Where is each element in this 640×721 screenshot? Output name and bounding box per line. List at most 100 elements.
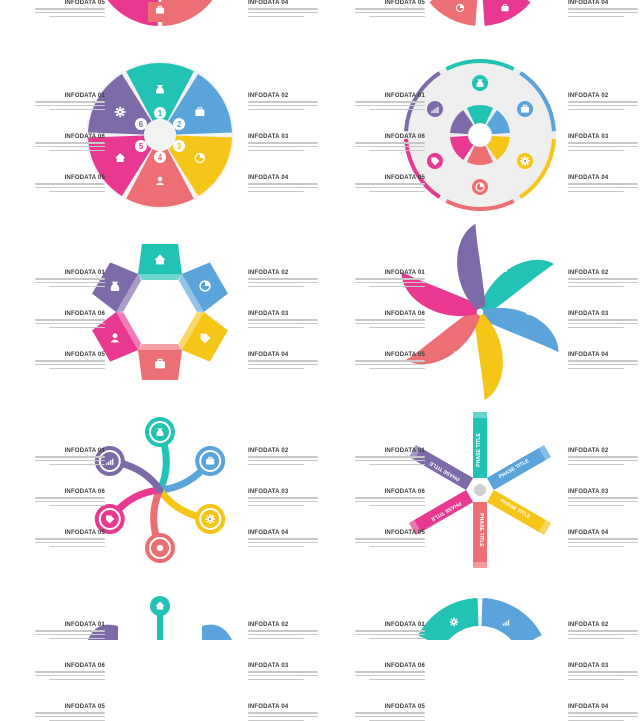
- diagram-hexagon-prisms: [92, 244, 228, 380]
- info-block: INFODATA 05: [355, 530, 425, 548]
- placeholder-text-line: [248, 456, 318, 458]
- diagram-top-right: [429, 0, 531, 26]
- placeholder-text-line: [35, 671, 105, 673]
- placeholder-text-line: [49, 545, 105, 548]
- placeholder-text-line: [35, 319, 105, 321]
- placeholder-text-line: [248, 500, 318, 503]
- placeholder-text-line: [49, 190, 105, 193]
- placeholder-text-line: [568, 463, 624, 466]
- placeholder-text-line: [568, 500, 638, 503]
- placeholder-text-line: [248, 541, 318, 544]
- info-heading: INFODATA 02: [248, 93, 289, 99]
- placeholder-text-line: [35, 459, 105, 462]
- placeholder-text-line: [35, 104, 105, 107]
- info-heading: INFODATA 04: [248, 530, 289, 536]
- placeholder-text-line: [49, 15, 105, 18]
- placeholder-text-line: [248, 11, 318, 14]
- placeholder-text-line: [35, 538, 105, 540]
- info-block: INFODATA 04: [568, 704, 638, 721]
- info-heading: INFODATA 04: [568, 530, 609, 536]
- pie-chart-icon: [475, 182, 485, 192]
- coins-icon: [156, 544, 164, 552]
- money-bag-icon: [156, 428, 164, 437]
- info-heading: INFODATA 02: [568, 622, 609, 628]
- placeholder-text-line: [355, 142, 425, 144]
- info-heading: INFODATA 03: [248, 489, 289, 495]
- placeholder-text-line: [355, 360, 425, 362]
- info-block: INFODATA 02: [568, 448, 638, 466]
- placeholder-text-line: [35, 633, 105, 636]
- placeholder-text-line: [568, 8, 638, 10]
- placeholder-text-line: [248, 712, 318, 714]
- placeholder-text-line: [369, 15, 425, 18]
- number-badge: [134, 140, 147, 152]
- placeholder-text-line: [49, 149, 105, 152]
- info-heading: INFODATA 04: [248, 175, 289, 181]
- placeholder-text-line: [49, 463, 105, 466]
- info-block: INFODATA 01: [35, 93, 105, 111]
- placeholder-text-line: [248, 322, 318, 325]
- user-icon: [426, 309, 435, 318]
- info-block: INFODATA 05: [35, 530, 105, 548]
- money-bag-icon: [110, 281, 120, 291]
- placeholder-text-line: [355, 101, 425, 103]
- placeholder-text-line: [248, 326, 304, 329]
- phase-stick: PHASE TITLE: [473, 502, 487, 568]
- placeholder-text-line: [248, 104, 318, 107]
- pie-chart-icon: [194, 152, 205, 164]
- placeholder-text-line: [35, 183, 105, 185]
- placeholder-text-line: [369, 367, 425, 370]
- placeholder-text-line: [35, 630, 105, 632]
- placeholder-text-line: [49, 326, 105, 329]
- info-heading: INFODATA 05: [384, 530, 425, 536]
- info-block: INFODATA 01: [355, 448, 425, 466]
- placeholder-text-line: [355, 500, 425, 503]
- info-block: INFODATA 04: [568, 352, 638, 370]
- placeholder-text-line: [355, 538, 425, 540]
- money-bag-icon: [476, 79, 484, 88]
- placeholder-text-line: [568, 497, 638, 499]
- placeholder-text-line: [369, 637, 425, 640]
- placeholder-text-line: [355, 633, 425, 636]
- placeholder-text-line: [568, 15, 624, 18]
- placeholder-text-line: [248, 15, 304, 18]
- placeholder-text-line: [568, 190, 624, 193]
- placeholder-text-line: [568, 319, 638, 321]
- infographic-sheet: 1 2 3 4 5 6 PHASE TITLE PHASE TITLE PHASE TITLE P…: [35, 0, 638, 721]
- placeholder-text-line: [248, 319, 318, 321]
- placeholder-text-line: [568, 285, 624, 288]
- placeholder-text-line: [35, 674, 105, 677]
- placeholder-text-line: [568, 633, 638, 636]
- briefcase-icon: [155, 358, 165, 369]
- gear-icon: [520, 156, 530, 166]
- user-icon: [156, 176, 164, 185]
- info-heading: INFODATA 06: [384, 134, 425, 140]
- placeholder-text-line: [568, 674, 638, 677]
- info-block: INFODATA 04: [248, 0, 318, 18]
- user-icon: [502, 350, 511, 359]
- info-heading: INFODATA 02: [248, 622, 289, 628]
- info-block: INFODATA 01: [355, 270, 425, 288]
- info-block: INFODATA 02: [568, 93, 638, 111]
- placeholder-text-line: [355, 183, 425, 185]
- placeholder-text-line: [248, 145, 318, 148]
- number-label: 5: [139, 142, 144, 151]
- info-block: INFODATA 05: [355, 175, 425, 193]
- info-heading: INFODATA 03: [568, 663, 609, 669]
- placeholder-text-line: [248, 186, 318, 189]
- gear-icon: [449, 617, 459, 627]
- info-heading: INFODATA 03: [248, 663, 289, 669]
- placeholder-text-line: [369, 678, 425, 681]
- info-heading: INFODATA 01: [64, 448, 105, 454]
- info-heading: INFODATA 05: [384, 704, 425, 710]
- placeholder-text-line: [568, 456, 638, 458]
- placeholder-text-line: [248, 101, 318, 103]
- info-heading: INFODATA 04: [568, 175, 609, 181]
- info-heading: INFODATA 05: [64, 0, 105, 6]
- number-badge: [154, 107, 166, 119]
- placeholder-text-line: [369, 545, 425, 548]
- placeholder-text-line: [35, 712, 105, 714]
- info-heading: INFODATA 05: [64, 530, 105, 536]
